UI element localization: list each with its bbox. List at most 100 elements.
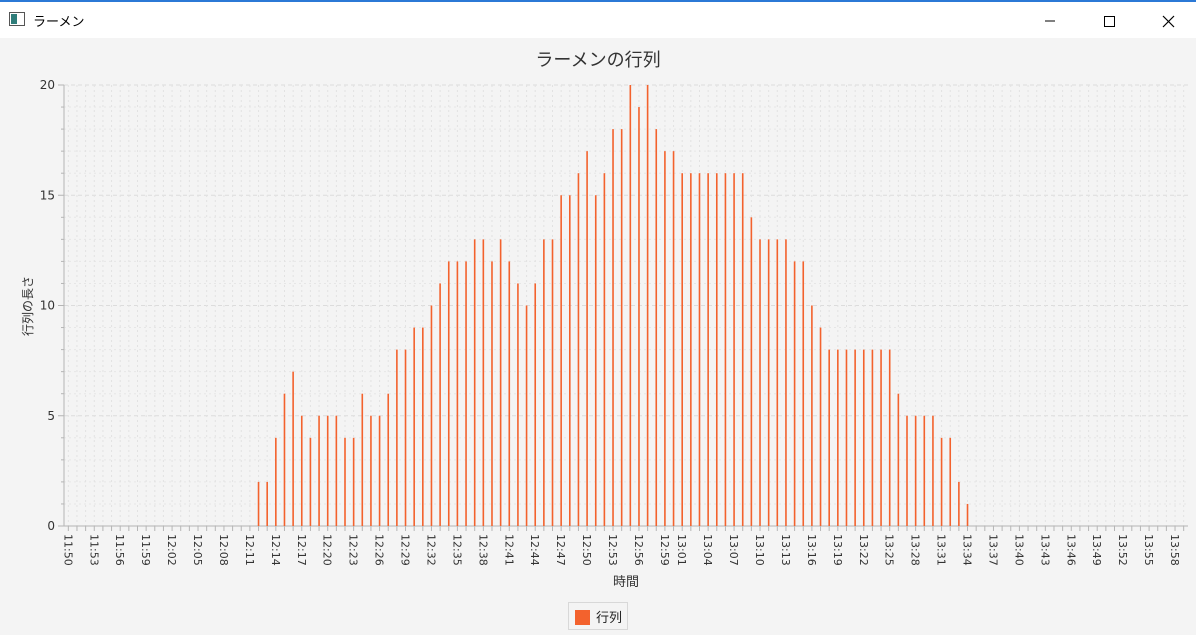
bar [525,305,528,526]
bar [594,195,597,526]
x-tick-label: 13:55 [1142,534,1155,566]
bar [257,481,260,526]
bar [776,239,779,526]
bar [378,415,381,526]
y-axis: 0 5 10 15 20 [40,78,65,533]
x-tick-label: 12:02 [165,534,178,566]
x-tick-label: 12:56 [632,534,645,566]
bar [862,349,865,526]
bar [690,173,692,526]
bar [577,173,580,526]
bar [404,349,407,526]
x-tick-label: 13:46 [1064,534,1077,566]
x-tick-label: 12:53 [606,534,619,566]
bar [456,261,459,526]
x-tick-label: 11:53 [87,534,100,566]
x-axis-label: 時間 [613,575,639,590]
bar [447,261,450,526]
bar [396,349,398,526]
title-bar[interactable]: ラーメン [0,2,1196,38]
x-tick-label: 13:31 [935,534,948,566]
bar [482,239,485,526]
window-top-border [0,0,1196,2]
bar [318,415,320,526]
bar [430,305,433,526]
x-tick-label: 13:07 [727,534,740,566]
x-tick-label: 13:49 [1090,534,1103,566]
bar [560,195,562,526]
bar [949,437,952,526]
minimize-icon [1045,20,1055,22]
bar [603,173,606,526]
bar [300,415,303,526]
bar [880,349,882,526]
bar [854,349,856,526]
y-tick-label: 20 [40,78,55,92]
bar [499,239,502,526]
bar [733,173,735,526]
bar [664,151,666,526]
x-tick-label: 13:16 [805,534,818,566]
window-title: ラーメン [33,15,85,30]
x-tick-label: 12:23 [347,534,360,566]
x-tick-label: 13:43 [1038,534,1051,566]
x-tick-label: 11:50 [61,534,74,566]
x-tick-label: 11:59 [139,534,152,566]
x-tick-label: 12:44 [528,534,541,566]
bar [413,327,415,526]
x-tick-label: 13:19 [831,534,844,566]
bar [620,129,623,526]
app-icon [9,12,25,26]
bar [551,239,554,526]
bar [897,393,900,526]
x-tick-label: 12:50 [580,534,593,566]
x-tick-label: 13:40 [1012,534,1025,566]
bar [819,327,822,526]
x-tick-label: 13:37 [986,534,999,566]
bar [845,349,848,526]
maximize-button[interactable] [1087,4,1133,38]
bar [655,129,658,526]
bar [491,261,493,526]
bar [888,349,891,526]
y-tick-label: 5 [47,409,55,423]
y-tick-label: 15 [40,188,55,202]
bar [465,261,467,526]
bar [759,239,761,526]
x-tick-label: 12:20 [321,534,334,566]
close-button[interactable] [1145,4,1191,38]
y-tick-label: 10 [40,299,55,313]
x-tick-label: 13:04 [701,534,714,566]
chart-grid [64,84,1188,526]
bar [811,305,813,526]
bar [612,129,614,526]
x-tick-label: 12:29 [399,534,412,566]
maximize-icon [1104,16,1115,27]
bar [309,437,312,526]
bar [586,151,588,526]
bar [724,173,727,526]
bar [940,437,943,526]
bar [473,239,476,526]
x-tick-label: 13:52 [1116,534,1129,566]
bar [707,173,709,526]
bar [569,195,571,526]
bar [534,283,537,526]
bar [932,415,934,526]
bar [958,481,960,526]
legend-swatch [575,610,590,625]
minimize-button[interactable] [1027,4,1073,38]
bar [906,415,908,526]
x-tick-label: 13:25 [883,534,896,566]
x-tick-label: 12:26 [373,534,386,566]
bar [422,327,424,526]
bar [344,437,346,526]
bar [741,173,744,526]
x-tick-label: 12:41 [502,534,515,566]
chart-title: ラーメンの行列 [535,50,660,71]
x-tick-label: 12:05 [191,534,204,566]
bar [750,217,753,527]
legend-label: 行列 [596,611,623,626]
bar [646,85,649,526]
x-tick-label: 13:28 [909,534,922,566]
